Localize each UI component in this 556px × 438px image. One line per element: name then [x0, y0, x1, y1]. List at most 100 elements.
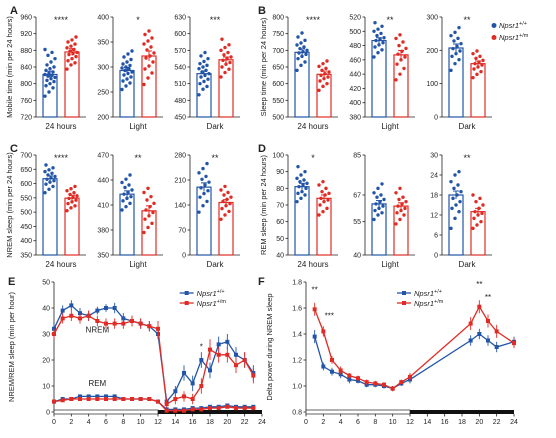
- data-point: [321, 84, 325, 89]
- x-tick-label: 22: [241, 419, 249, 426]
- significance-label: ***: [325, 311, 334, 320]
- data-point: [130, 319, 134, 323]
- data-point: [458, 199, 462, 204]
- data-point: [379, 31, 383, 36]
- y-tick-label: 0: [434, 253, 438, 260]
- data-point: [53, 174, 57, 179]
- data-point: [398, 72, 402, 76]
- data-point: [400, 49, 404, 53]
- data-point: [234, 363, 238, 368]
- data-point: [142, 190, 146, 195]
- data-point: [396, 52, 400, 56]
- data-point: [458, 49, 462, 53]
- y-tick-label: 840: [20, 65, 32, 72]
- y-tick-label: 1.2: [292, 358, 302, 365]
- data-point: [73, 184, 77, 189]
- data-point: [150, 36, 154, 40]
- data-point: [216, 342, 221, 347]
- x-tick-label: 6: [356, 419, 360, 426]
- data-point: [74, 35, 78, 39]
- x-tick-label: 16: [189, 419, 197, 426]
- dark-phase-bar: [410, 410, 514, 414]
- data-point: [121, 62, 125, 66]
- data-point: [46, 53, 50, 58]
- data-point: [207, 180, 211, 184]
- data-point: [70, 38, 74, 42]
- data-point: [120, 66, 124, 70]
- data-point: [145, 198, 149, 202]
- x-tick-label: 8: [121, 419, 125, 426]
- x-tick-label: 16: [441, 419, 449, 426]
- data-point: [121, 397, 126, 401]
- bar-mut: [470, 63, 486, 118]
- axes-layer: [33, 16, 515, 417]
- data-point: [65, 209, 69, 213]
- data-point: [317, 64, 321, 69]
- legend-marker-wt: [491, 23, 497, 28]
- y-tick-label: 400: [349, 100, 361, 107]
- data-point: [295, 43, 299, 47]
- data-point: [173, 389, 178, 394]
- significance-label: ****: [54, 15, 69, 25]
- y-tick-label: 700: [272, 48, 284, 55]
- data-point: [112, 397, 117, 401]
- y-tick-label: 90: [276, 169, 284, 176]
- x-tick-label: 2: [321, 419, 325, 426]
- data-point: [480, 211, 484, 216]
- panel-letter-D: D: [258, 143, 266, 155]
- x-tick-label: 0: [52, 419, 56, 426]
- data-point: [190, 407, 195, 412]
- data-point: [44, 84, 48, 88]
- data-point: [226, 50, 230, 55]
- data-point: [476, 213, 480, 217]
- y-tick-label: 750: [272, 31, 284, 38]
- data-point: [223, 184, 227, 189]
- data-point: [148, 204, 152, 209]
- significance-label: ****: [54, 153, 69, 163]
- data-point: [75, 194, 79, 198]
- x-tick-label: 14: [423, 419, 431, 426]
- data-point: [452, 39, 456, 43]
- legend-label-mut: Npsr1+/m: [197, 299, 227, 308]
- panel-letter-F: F: [258, 276, 265, 288]
- data-point: [475, 49, 479, 53]
- x-tick-label: 22: [493, 419, 501, 426]
- data-point: [476, 65, 480, 69]
- y-tick-label: 12: [430, 213, 438, 220]
- data-point: [208, 347, 212, 352]
- data-point: [216, 352, 221, 357]
- data-point: [471, 226, 475, 231]
- y-tick-label: 40: [276, 253, 284, 260]
- data-point: [450, 206, 454, 211]
- data-point: [457, 57, 461, 62]
- data-point: [474, 56, 478, 61]
- data-point: [325, 59, 329, 63]
- data-point: [47, 168, 51, 172]
- y-tick-label: 800: [20, 81, 32, 88]
- data-point: [226, 190, 230, 195]
- x-tick-label: 14: [171, 419, 179, 426]
- y-tick-label: 50: [276, 236, 284, 243]
- data-point: [124, 84, 128, 88]
- data-point: [222, 193, 226, 197]
- data-point: [220, 65, 224, 69]
- data-point: [65, 189, 69, 193]
- data-point: [120, 180, 124, 185]
- data-point: [372, 191, 376, 195]
- data-point: [78, 397, 82, 401]
- data-point: [364, 380, 369, 385]
- data-point: [227, 43, 231, 47]
- data-point: [86, 397, 91, 401]
- y-tick-label: 60: [276, 219, 284, 226]
- data-point: [69, 206, 73, 210]
- data-point: [449, 226, 453, 231]
- data-point: [65, 67, 69, 71]
- data-point: [130, 397, 134, 401]
- y-tick-label: 880: [20, 48, 32, 55]
- data-point: [372, 55, 376, 59]
- y-tick-label: 80: [276, 186, 284, 193]
- data-point: [147, 64, 151, 68]
- data-point: [468, 321, 473, 326]
- y-tick-label: 1.6: [292, 306, 302, 313]
- y-tick-label: 0: [434, 115, 438, 122]
